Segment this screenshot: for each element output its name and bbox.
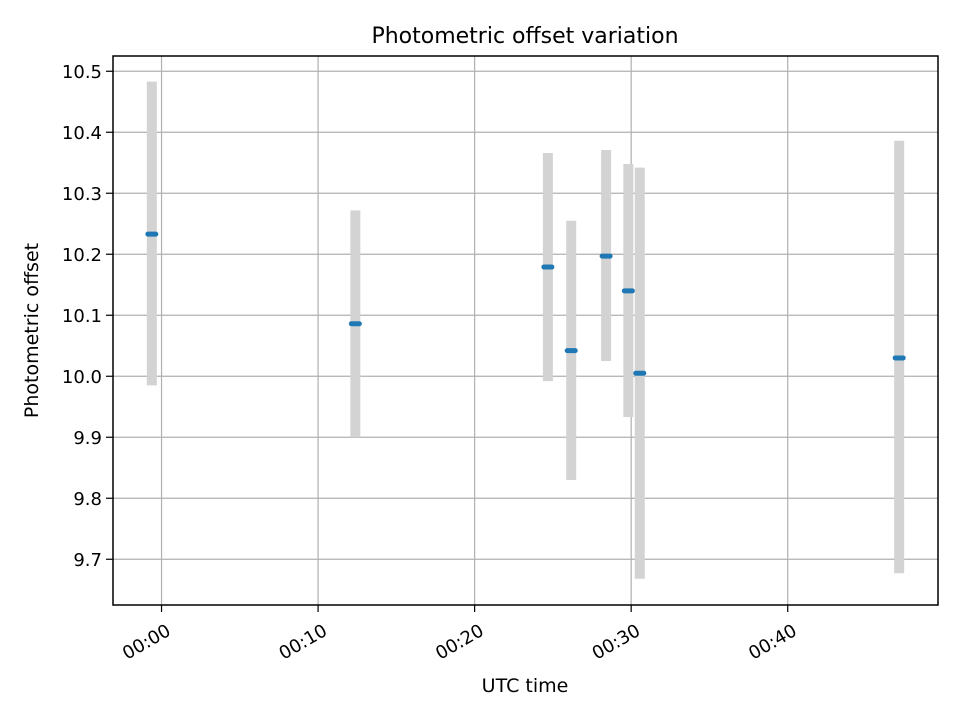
data-point: [599, 253, 613, 259]
plot-area-frame: [112, 55, 939, 606]
y-tick-label: 9.9: [73, 428, 102, 449]
data-point: [145, 231, 159, 237]
chart-title: Photometric offset variation: [371, 24, 678, 49]
data-point: [541, 264, 555, 270]
y-axis-label: Photometric offset: [21, 243, 43, 418]
y-tick-label: 10.4: [62, 123, 102, 144]
data-point: [633, 370, 647, 376]
y-tick-label: 10.2: [62, 245, 102, 266]
data-point: [564, 348, 578, 354]
x-axis-label: UTC time: [482, 675, 569, 697]
y-tick-label: 10.0: [62, 367, 102, 388]
data-point: [892, 355, 906, 361]
y-tick-label: 10.1: [62, 306, 102, 327]
y-axis-ticks: 9.7 9.8 9.9 10.0 10.1 10.2 10.3 10.4 10.5: [62, 62, 113, 571]
data-points: [145, 231, 906, 376]
y-tick-label: 9.8: [73, 489, 102, 510]
y-tick-label: 9.7: [73, 550, 102, 571]
grid: [113, 56, 938, 605]
data-point: [348, 321, 362, 327]
y-tick-label: 10.5: [62, 62, 102, 83]
data-point: [621, 288, 635, 294]
y-tick-label: 10.3: [62, 184, 102, 205]
